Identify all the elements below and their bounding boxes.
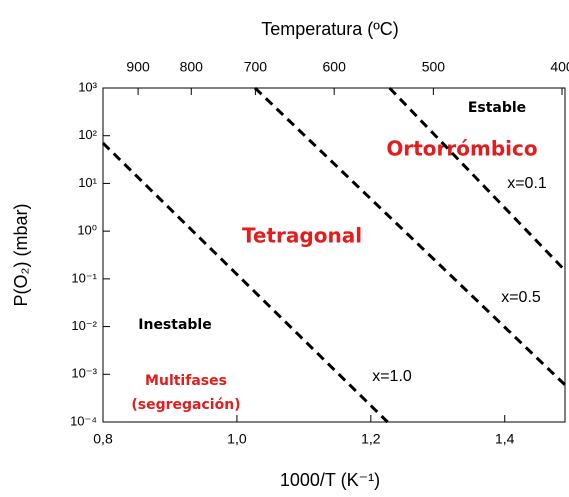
annotation: Estable [468,100,526,116]
top-axis-title: Temperatura (ºC) [261,19,399,39]
y-tick-label: 10² [78,127,97,142]
x-tick-label: 1,4 [495,431,515,447]
annotation: (segregación) [131,397,240,413]
x2-tick-label: 600 [323,59,347,75]
dashed-line [388,86,567,272]
dashed-line [253,86,567,386]
y-axis-title: P(O₂) (mbar) [11,204,31,307]
annotation: Tetragonal [242,224,362,248]
x2-tick-label: 500 [422,59,446,75]
y-tick-label: 10⁻¹ [71,270,97,285]
series-label: x=0.1 [507,175,547,192]
dashed-line [101,142,389,424]
annotation: Ortorrómbico [386,137,537,161]
x2-tick-label: 700 [244,59,268,75]
x2-tick-label: 400 [550,59,569,75]
x2-tick-label: 800 [180,59,204,75]
y-tick-label: 10³ [78,79,97,94]
x2-tick-label: 900 [126,59,150,75]
y-tick-label: 10⁻² [71,318,97,333]
x-tick-label: 0,8 [93,431,113,447]
y-tick-label: 10⁻⁴ [70,413,97,428]
x-axis-title: 1000/T (K⁻¹) [280,470,380,490]
x-tick-label: 1,0 [227,431,247,447]
series-label: x=1.0 [372,368,412,385]
y-tick-label: 10⁰ [77,223,97,238]
annotation: Multifases [145,373,227,389]
x-tick-label: 1,2 [361,431,381,447]
y-tick-label: 10¹ [78,175,97,190]
annotation: Inestable [138,317,211,333]
y-tick-label: 10⁻³ [71,366,97,381]
series-label: x=0.5 [501,289,541,306]
